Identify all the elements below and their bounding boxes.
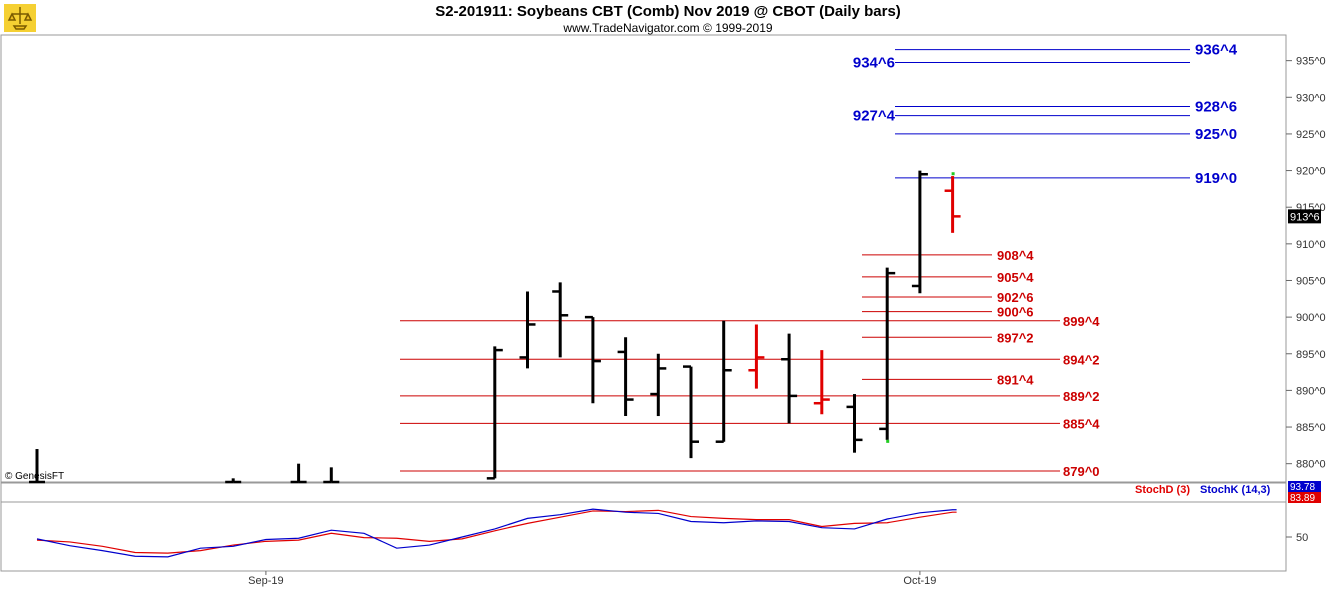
stochd-value-tag [1288, 492, 1321, 503]
chart-subtitle: www.TradeNavigator.com © 1999-2019 [563, 21, 773, 35]
level-label-red: 902^6 [997, 290, 1034, 305]
level-label-red: 885^4 [1063, 416, 1100, 431]
genesis-logo-icon [4, 4, 36, 32]
y-axis-label: 930^0 [1296, 92, 1326, 104]
level-label-red: 908^4 [997, 248, 1034, 263]
green-marker [951, 172, 955, 176]
y-axis-label: 910^0 [1296, 239, 1326, 251]
level-label-blue: 925^0 [1195, 126, 1237, 143]
level-label-red: 899^4 [1063, 314, 1100, 329]
current-price-tag [1288, 209, 1321, 224]
y-axis-label: 920^0 [1296, 166, 1326, 178]
legend-stochd: StochD (3) [1135, 484, 1190, 496]
stoch-d-line [36, 509, 957, 554]
level-label-red: 905^4 [997, 270, 1034, 285]
y-axis-label: 925^0 [1296, 129, 1326, 141]
y-axis-label: 900^0 [1296, 312, 1326, 324]
x-axis-label: Oct-19 [903, 575, 936, 587]
stochk-value-tag [1288, 481, 1321, 492]
watermark-text: © GenesisFT [5, 471, 64, 482]
current-price-label: 913^6 [1290, 211, 1320, 223]
y-axis-label: 935^0 [1296, 56, 1326, 68]
level-label-blue: 927^4 [853, 108, 896, 125]
legend-stochk: StochK (14,3) [1200, 484, 1271, 496]
level-label-blue: 936^4 [1195, 42, 1238, 59]
x-axis-label: Sep-19 [248, 575, 283, 587]
price-panel-frame [0, 34, 1287, 483]
stoch-y-label: 50 [1296, 532, 1308, 544]
stochd-value-label: 83.89 [1290, 493, 1315, 504]
y-axis-label: 885^0 [1296, 422, 1326, 434]
level-label-red: 894^2 [1063, 352, 1100, 367]
stoch-panel-frame [0, 482, 1287, 572]
y-axis-label: 905^0 [1296, 275, 1326, 287]
level-label-red: 889^2 [1063, 389, 1100, 404]
level-label-red: 879^0 [1063, 464, 1100, 479]
y-axis-label: 890^0 [1296, 385, 1326, 397]
level-label-blue: 928^6 [1195, 98, 1237, 115]
level-label-red: 891^4 [997, 372, 1034, 387]
y-axis-label: 895^0 [1296, 349, 1326, 361]
level-label-blue: 934^6 [853, 54, 895, 71]
level-label-red: 900^6 [997, 305, 1034, 320]
level-label-red: 897^2 [997, 330, 1034, 345]
stoch-k-line [36, 508, 957, 558]
level-label-blue: 919^0 [1195, 170, 1237, 187]
stochk-value-label: 93.78 [1290, 482, 1315, 493]
y-axis-label: 880^0 [1296, 459, 1326, 471]
chart-title: S2-201911: Soybeans CBT (Comb) Nov 2019 … [435, 3, 901, 20]
green-marker [886, 439, 890, 443]
